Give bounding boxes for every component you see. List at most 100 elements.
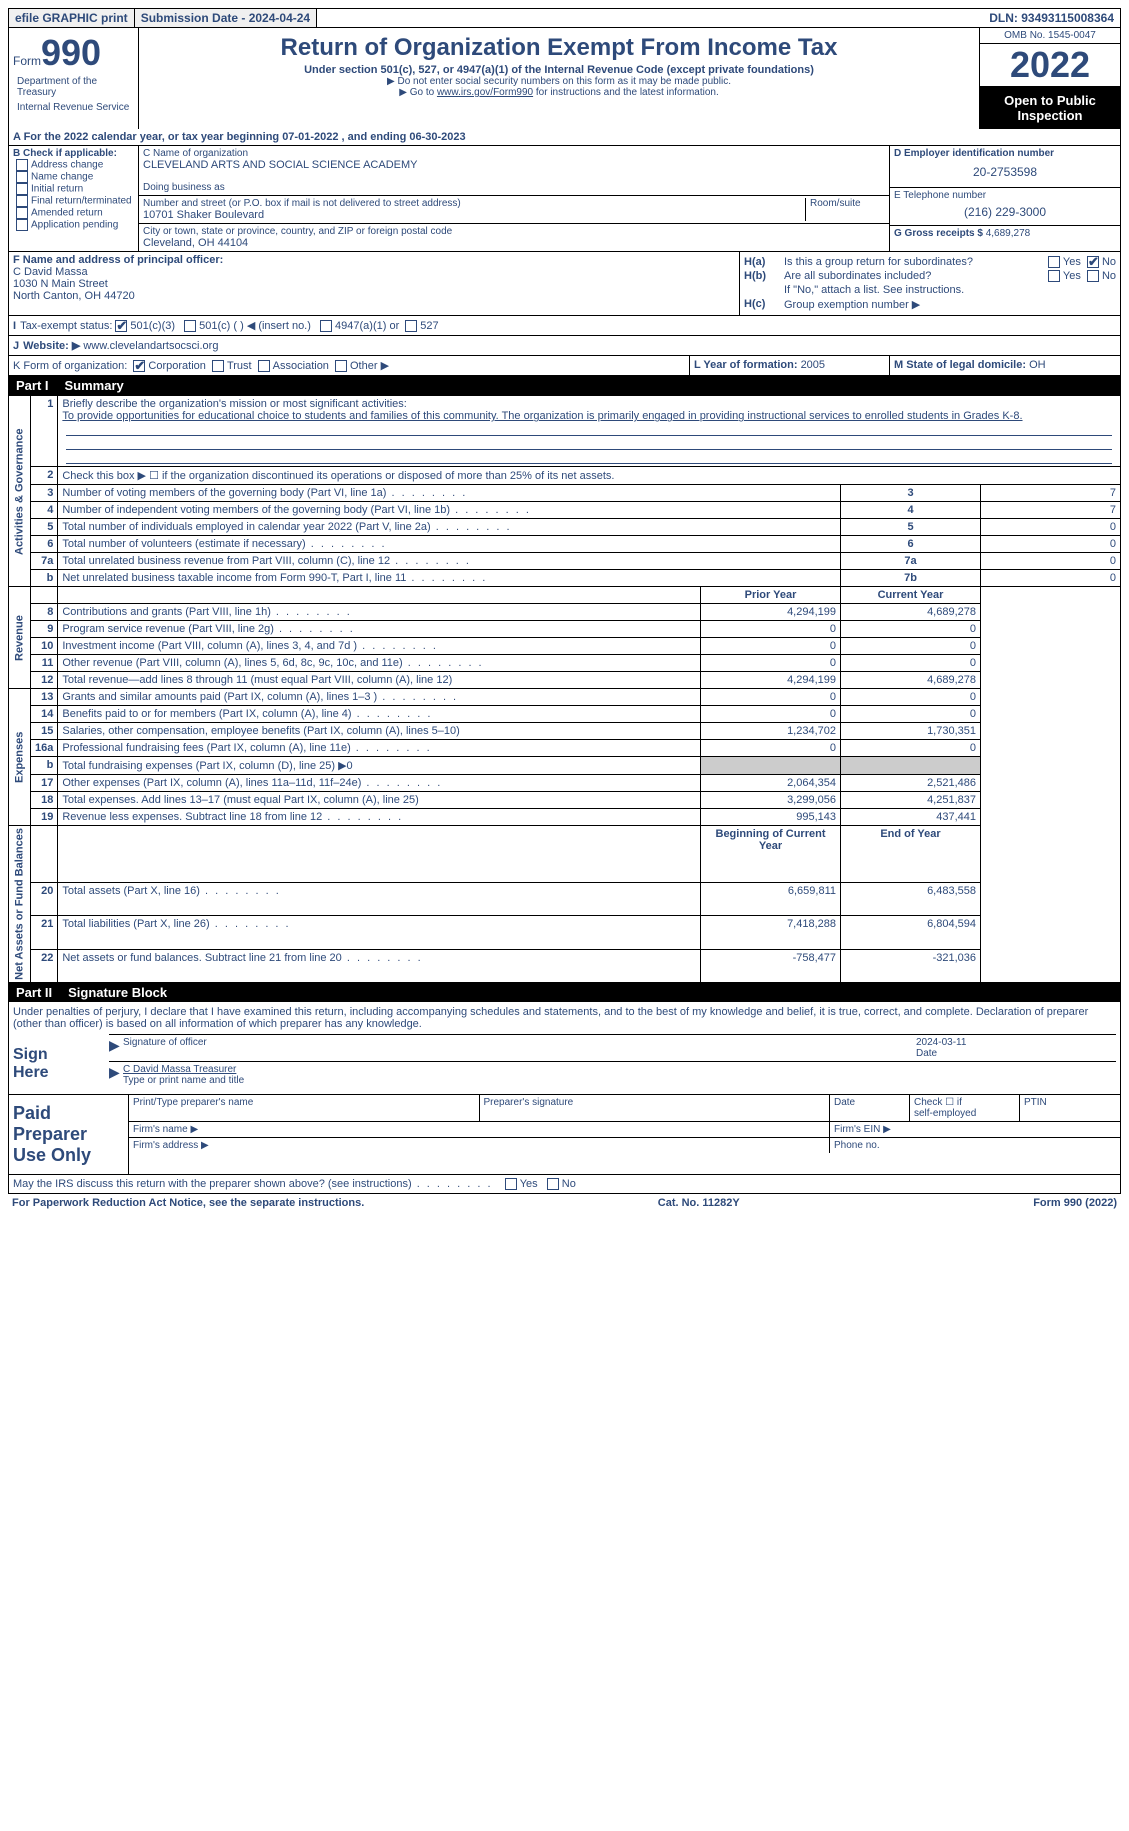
r7a-num: 7a (31, 553, 58, 570)
officer-name: C David Massa (13, 266, 735, 278)
cb-4947[interactable] (320, 320, 332, 332)
title-cell: Return of Organization Exempt From Incom… (139, 28, 980, 129)
efile-print-button[interactable]: efile GRAPHIC print (9, 9, 135, 27)
r12-num: 12 (31, 672, 58, 689)
r16a-num: 16a (31, 740, 58, 757)
sign-here-label: Sign Here (9, 1034, 89, 1094)
cb-initial-return[interactable]: Initial return (13, 183, 134, 195)
cb-501c[interactable] (184, 320, 196, 332)
cb-501c3[interactable] (115, 320, 127, 332)
prep-name-label: Print/Type preparer's name (129, 1095, 480, 1121)
line-l-year: L Year of formation: 2005 (690, 356, 890, 375)
r18-prior: 3,299,056 (701, 792, 841, 809)
submission-date-button[interactable]: Submission Date - 2024-04-24 (135, 9, 317, 27)
omb-number: OMB No. 1545-0047 (980, 28, 1120, 44)
sig-name-value: C David Massa Treasurer (123, 1064, 1116, 1075)
r5-box: 5 (841, 519, 981, 536)
group-return: H(a) Is this a group return for subordin… (740, 252, 1120, 315)
r14-desc: Benefits paid to or for members (Part IX… (58, 706, 701, 723)
org-name: CLEVELAND ARTS AND SOCIAL SCIENCE ACADEM… (143, 159, 885, 171)
sig-date-value: 2024-03-11 (916, 1037, 1116, 1048)
other-label: Other ▶ (350, 360, 389, 372)
prep-date-label: Date (830, 1095, 910, 1121)
sig-officer-label: Signature of officer (123, 1037, 916, 1059)
r13-prior: 0 (701, 689, 841, 706)
form-990-label: Form 990 (2022) (1033, 1197, 1117, 1209)
r3-val: 7 (981, 485, 1121, 502)
rev-hdr-blank (31, 587, 58, 604)
r13-curr: 0 (841, 689, 981, 706)
r11-prior: 0 (701, 655, 841, 672)
city-label: City or town, state or province, country… (143, 226, 885, 237)
cb-final-return[interactable]: Final return/terminated (13, 195, 134, 207)
r21-curr: 6,804,594 (841, 916, 981, 949)
r17-desc: Other expenses (Part IX, column (A), lin… (58, 775, 701, 792)
r22-num: 22 (31, 949, 58, 982)
cb-address-change[interactable]: Address change (13, 159, 134, 171)
r3-box: 3 (841, 485, 981, 502)
ein-label: D Employer identification number (894, 148, 1116, 159)
line-m-state: M State of legal domicile: OH (890, 356, 1120, 375)
principal-officer: F Name and address of principal officer:… (9, 252, 740, 315)
gross-value: 4,689,278 (986, 228, 1031, 239)
r4-num: 4 (31, 502, 58, 519)
hdr-begin: Beginning of Current Year (701, 826, 841, 883)
r8-curr: 4,689,278 (841, 604, 981, 621)
r22-desc: Net assets or fund balances. Subtract li… (58, 949, 701, 982)
year-formation-label: L Year of formation: (694, 359, 801, 371)
r20-prior: 6,659,811 (701, 883, 841, 916)
cb-trust[interactable] (212, 360, 224, 372)
discuss-yes-checkbox[interactable] (505, 1178, 517, 1190)
cb-527[interactable] (405, 320, 417, 332)
r20-desc: Total assets (Part X, line 16) (58, 883, 701, 916)
cat-number: Cat. No. 11282Y (658, 1197, 740, 1209)
form-title: Return of Organization Exempt From Incom… (147, 34, 971, 62)
r7a-desc: Total unrelated business revenue from Pa… (58, 553, 841, 570)
r3-num: 3 (31, 485, 58, 502)
city-value: Cleveland, OH 44104 (143, 237, 885, 249)
ha-label: H(a) (744, 256, 784, 268)
hc-text: Group exemption number ▶ (784, 298, 1116, 311)
r18-curr: 4,251,837 (841, 792, 981, 809)
firm-name-label: Firm's name ▶ (129, 1122, 830, 1137)
ha-no-checkbox[interactable] (1087, 256, 1099, 268)
irs-link[interactable]: www.irs.gov/Form990 (437, 87, 533, 98)
r19-prior: 995,143 (701, 809, 841, 826)
cb-app-pending[interactable]: Application pending (13, 219, 134, 231)
line-i-text: Tax-exempt status: (20, 320, 112, 332)
cb-assoc[interactable] (258, 360, 270, 372)
r21-desc: Total liabilities (Part X, line 26) (58, 916, 701, 949)
discuss-no-checkbox[interactable] (547, 1178, 559, 1190)
col-b-title: B Check if applicable: (13, 148, 134, 159)
row-a-tax-year: A For the 2022 calendar year, or tax yea… (8, 129, 1121, 146)
form-subtitle: Under section 501(c), 527, or 4947(a)(1)… (147, 64, 971, 76)
addr-label: Number and street (or P.O. box if mail i… (143, 198, 805, 209)
trust-label: Trust (227, 360, 252, 372)
cb-amended[interactable]: Amended return (13, 207, 134, 219)
ha-yes-checkbox[interactable] (1048, 256, 1060, 268)
hb-yes-checkbox[interactable] (1048, 270, 1060, 282)
line-i-label: I (13, 320, 16, 332)
hb-note: If "No," attach a list. See instructions… (784, 284, 1116, 296)
room-label: Room/suite (805, 198, 885, 221)
r20-curr: 6,483,558 (841, 883, 981, 916)
r7a-box: 7a (841, 553, 981, 570)
hb-text: Are all subordinates included? (784, 270, 1045, 282)
r17-prior: 2,064,354 (701, 775, 841, 792)
summary-table: Activities & Governance 1 Briefly descri… (8, 395, 1121, 983)
website-label: Website: ▶ (23, 339, 80, 352)
hb-no-checkbox[interactable] (1087, 270, 1099, 282)
goto-note: ▶ Go to www.irs.gov/Form990 for instruct… (147, 87, 971, 98)
hc-label: H(c) (744, 298, 784, 311)
hb-yes-label: Yes (1063, 270, 1081, 282)
cb-name-change[interactable]: Name change (13, 171, 134, 183)
irs-label: Internal Revenue Service (13, 100, 134, 115)
r15-curr: 1,730,351 (841, 723, 981, 740)
cb-other[interactable] (335, 360, 347, 372)
hb-checks: Yes No (1045, 270, 1116, 282)
r9-num: 9 (31, 621, 58, 638)
cb-corp[interactable] (133, 360, 145, 372)
r12-prior: 4,294,199 (701, 672, 841, 689)
r9-curr: 0 (841, 621, 981, 638)
r21-num: 21 (31, 916, 58, 949)
